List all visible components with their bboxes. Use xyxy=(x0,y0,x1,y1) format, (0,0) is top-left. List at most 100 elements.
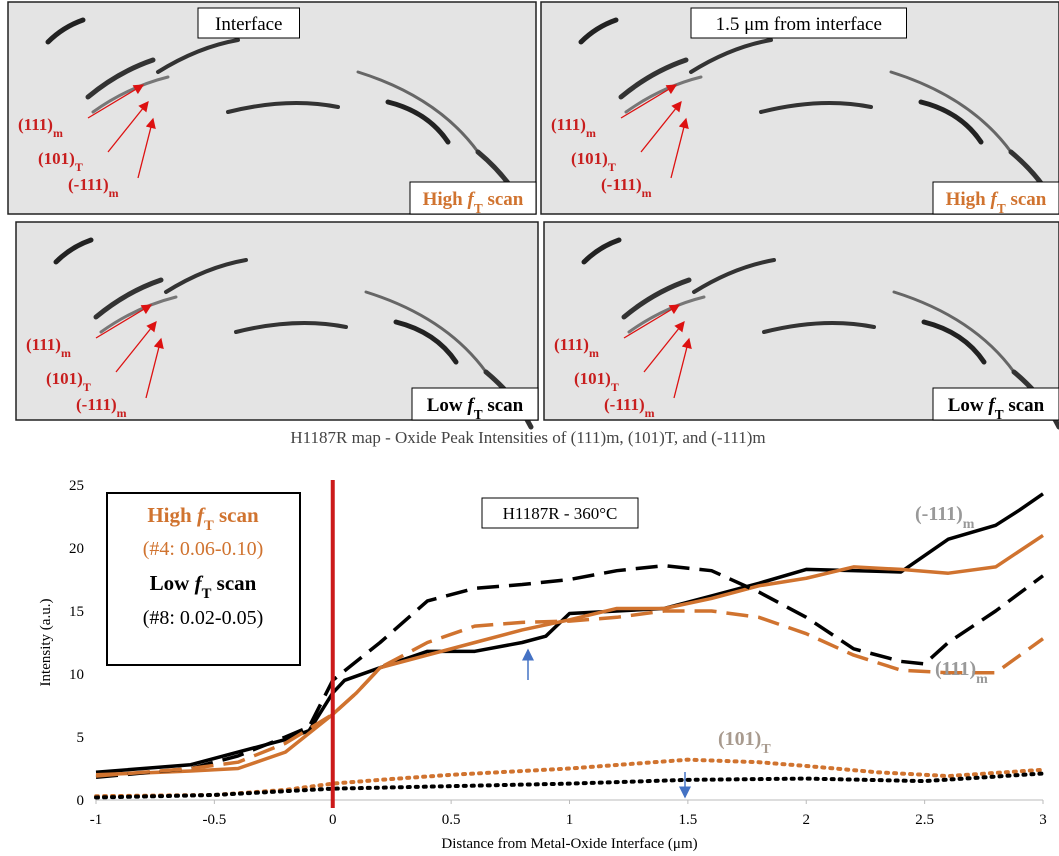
label-sub: T xyxy=(608,160,616,174)
label-post: scan xyxy=(487,189,523,210)
label: (-111)m xyxy=(601,175,652,200)
label-text: (111) xyxy=(26,335,61,354)
label: (111)m xyxy=(26,335,71,360)
label-sub: T xyxy=(474,407,483,422)
label: (-111)m xyxy=(68,175,119,200)
label-text: High xyxy=(423,189,464,210)
label-text: (101) xyxy=(46,369,83,388)
label-sub: m xyxy=(642,186,652,200)
panel: Low fT scan(111)m(101)T(-111)m xyxy=(543,221,1059,427)
label: (111)m xyxy=(551,115,596,140)
label-post: scan xyxy=(217,571,257,595)
legend-text: (#4: 0.06-0.10) xyxy=(143,538,264,560)
label-sub: m xyxy=(109,186,119,200)
label-text: (111) xyxy=(551,115,586,134)
label-post: scan xyxy=(1010,189,1046,210)
scan-box xyxy=(409,181,537,215)
label-sub: m xyxy=(53,126,63,140)
label-text: (101) xyxy=(571,149,608,168)
x-tick-label: 1.5 xyxy=(679,812,698,828)
x-axis-label: Distance from Metal-Oxide Interface (μm) xyxy=(441,836,697,852)
x-tick-label: 1 xyxy=(566,812,574,828)
label-sub: T xyxy=(474,201,483,216)
label-text: Low xyxy=(150,571,191,595)
line xyxy=(95,492,1044,775)
title-box xyxy=(197,7,300,39)
label: (-111)m xyxy=(915,503,975,532)
label-sub: T xyxy=(761,742,771,757)
label-text: High xyxy=(147,503,192,527)
label-text: (111) xyxy=(935,658,976,680)
label: (111)m xyxy=(554,335,599,360)
label-text: (101) xyxy=(38,149,75,168)
label-sub: m xyxy=(117,406,127,420)
arrow xyxy=(95,304,153,339)
y-tick-label: 10 xyxy=(69,667,84,683)
arrow xyxy=(673,337,692,399)
label: (101)T xyxy=(571,149,616,174)
label-text: (-111) xyxy=(915,503,963,525)
label-text: (111) xyxy=(554,335,589,354)
label-post: scan xyxy=(1008,395,1044,416)
line xyxy=(94,771,1045,800)
arrow xyxy=(620,84,678,119)
scan-box xyxy=(932,387,1059,421)
label-sub: T xyxy=(611,380,619,394)
label-sub: m xyxy=(645,406,655,420)
label-var: f xyxy=(195,571,204,595)
x-tick-label: -1 xyxy=(90,812,103,828)
label-text: (111) xyxy=(18,115,53,134)
label-sub: T xyxy=(204,518,214,534)
arrow xyxy=(115,320,157,373)
label-text: (-111) xyxy=(601,175,642,194)
label-sub: m xyxy=(61,346,71,360)
scan-box xyxy=(932,181,1059,215)
y-axis-label: Intensity (a.u.) xyxy=(38,599,54,687)
label-post: scan xyxy=(487,395,523,416)
label-var: f xyxy=(988,395,996,416)
x-tick-label: 0.5 xyxy=(442,812,461,828)
label-text: (-111) xyxy=(604,395,645,414)
label: (111)m xyxy=(18,115,63,140)
label-var: f xyxy=(991,189,999,210)
x-tick-label: 3 xyxy=(1039,812,1047,828)
label-sub: T xyxy=(202,586,212,602)
label-text: (101) xyxy=(718,728,761,750)
chart-title: H1187R map - Oxide Peak Intensities of (… xyxy=(290,428,765,447)
label-var: f xyxy=(467,395,475,416)
arrow xyxy=(87,84,145,119)
panel-title: 1.5 μm from interface xyxy=(716,14,882,35)
box xyxy=(481,497,639,529)
panel: Low fT scan(111)m(101)T(-111)m xyxy=(15,221,539,427)
label-sub: T xyxy=(75,160,83,174)
label: Low fT scan xyxy=(427,395,524,422)
legend-text: (#8: 0.02-0.05) xyxy=(143,607,264,629)
arrow xyxy=(640,100,682,153)
box-label: H1187R - 360°C xyxy=(503,504,618,523)
arrow xyxy=(670,117,689,179)
label-sub: T xyxy=(83,380,91,394)
label-sub: T xyxy=(995,407,1004,422)
x-tick-label: 0 xyxy=(329,812,337,828)
label-text: Low xyxy=(948,395,984,416)
line xyxy=(94,757,1045,799)
label: Low fT scan xyxy=(150,571,257,602)
line xyxy=(95,563,1045,780)
label-text: High xyxy=(946,189,987,210)
panel-image xyxy=(543,221,1059,421)
label-sub: m xyxy=(589,346,599,360)
label-sub: m xyxy=(586,126,596,140)
label: (101)T xyxy=(46,369,91,394)
arrow xyxy=(145,337,164,399)
scan-box xyxy=(411,387,539,421)
y-tick-label: 20 xyxy=(69,541,84,557)
label-sub: m xyxy=(963,517,975,532)
label-text: (-111) xyxy=(76,395,117,414)
legend-box xyxy=(106,492,301,666)
panel-title: Interface xyxy=(215,14,283,35)
y-tick-label: 25 xyxy=(69,478,84,494)
arrow xyxy=(137,117,156,179)
